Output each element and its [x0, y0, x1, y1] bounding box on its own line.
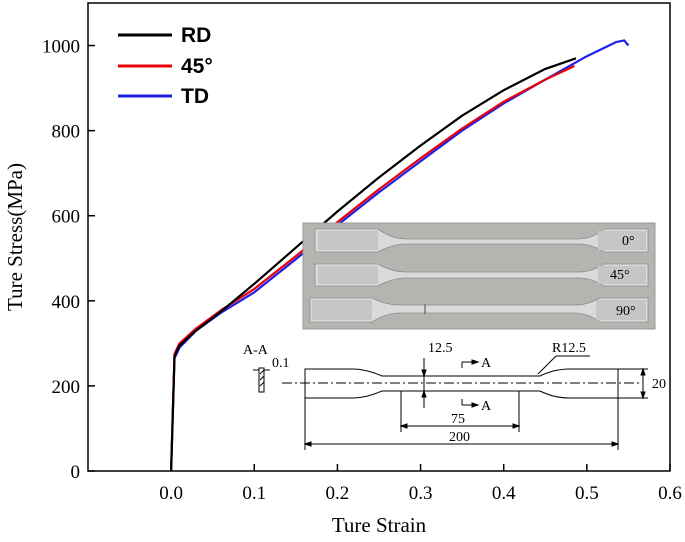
x-tick-label: 0.1 — [242, 483, 266, 504]
y-axis-title: Ture Stress(MPa) — [3, 163, 27, 311]
width-dim-label: 12.5 — [428, 341, 453, 356]
specimen-strip: 45° — [314, 263, 649, 287]
specimen-mark-2: 90° — [616, 304, 636, 319]
x-tick-label: 0.3 — [409, 483, 433, 504]
x-tick-label: 0.4 — [492, 483, 516, 504]
gauge-length-label: 75 — [451, 412, 465, 427]
drawing-labels: A-A 0.1 12.5 R12.5 A A 20 75 200 — [243, 341, 666, 445]
y-tick-label: 400 — [52, 292, 81, 313]
y-tick-label: 200 — [52, 377, 81, 398]
specimen-strip: 0° — [314, 228, 649, 253]
x-axis-title: Ture Strain — [332, 513, 427, 537]
section-marker-bottom: A — [481, 399, 492, 414]
specimen-outline — [304, 368, 619, 399]
x-axis-ticks: 0.0 0.1 0.2 0.3 0.4 0.5 0.6 — [159, 464, 682, 504]
specimen-mark-0: 0° — [622, 234, 635, 249]
radius-dim-label: R12.5 — [552, 341, 586, 356]
y-tick-label: 1000 — [42, 37, 80, 58]
legend-label-td: TD — [181, 85, 209, 108]
section-label: A-A — [243, 343, 269, 358]
y-tick-label: 600 — [52, 207, 81, 228]
specimen-drawing — [253, 355, 648, 450]
section-marker-top: A — [481, 356, 492, 371]
x-tick-label: 0.2 — [326, 483, 350, 504]
specimen-photo: 0° 45° 90° — [302, 222, 656, 330]
legend-label-45: 45° — [181, 55, 213, 78]
legend-label-rd: RD — [181, 24, 211, 47]
specimen-mark-1: 45° — [610, 268, 630, 283]
y-tick-label: 800 — [52, 122, 81, 143]
legend: RD 45° TD — [118, 24, 213, 108]
thickness-label: 0.1 — [272, 356, 290, 371]
total-length-label: 200 — [449, 430, 470, 445]
y-axis-ticks: 0 200 400 600 800 1000 — [42, 37, 95, 483]
plot-frame — [87, 2, 671, 472]
x-tick-label: 0.5 — [575, 483, 599, 504]
total-width-label: 20 — [652, 377, 666, 392]
y-tick-label: 0 — [71, 462, 81, 483]
x-tick-label: 0.0 — [159, 483, 183, 504]
x-tick-label: 0.6 — [658, 483, 682, 504]
specimen-strip: 90° — [309, 297, 649, 323]
section-sketch — [258, 367, 265, 393]
